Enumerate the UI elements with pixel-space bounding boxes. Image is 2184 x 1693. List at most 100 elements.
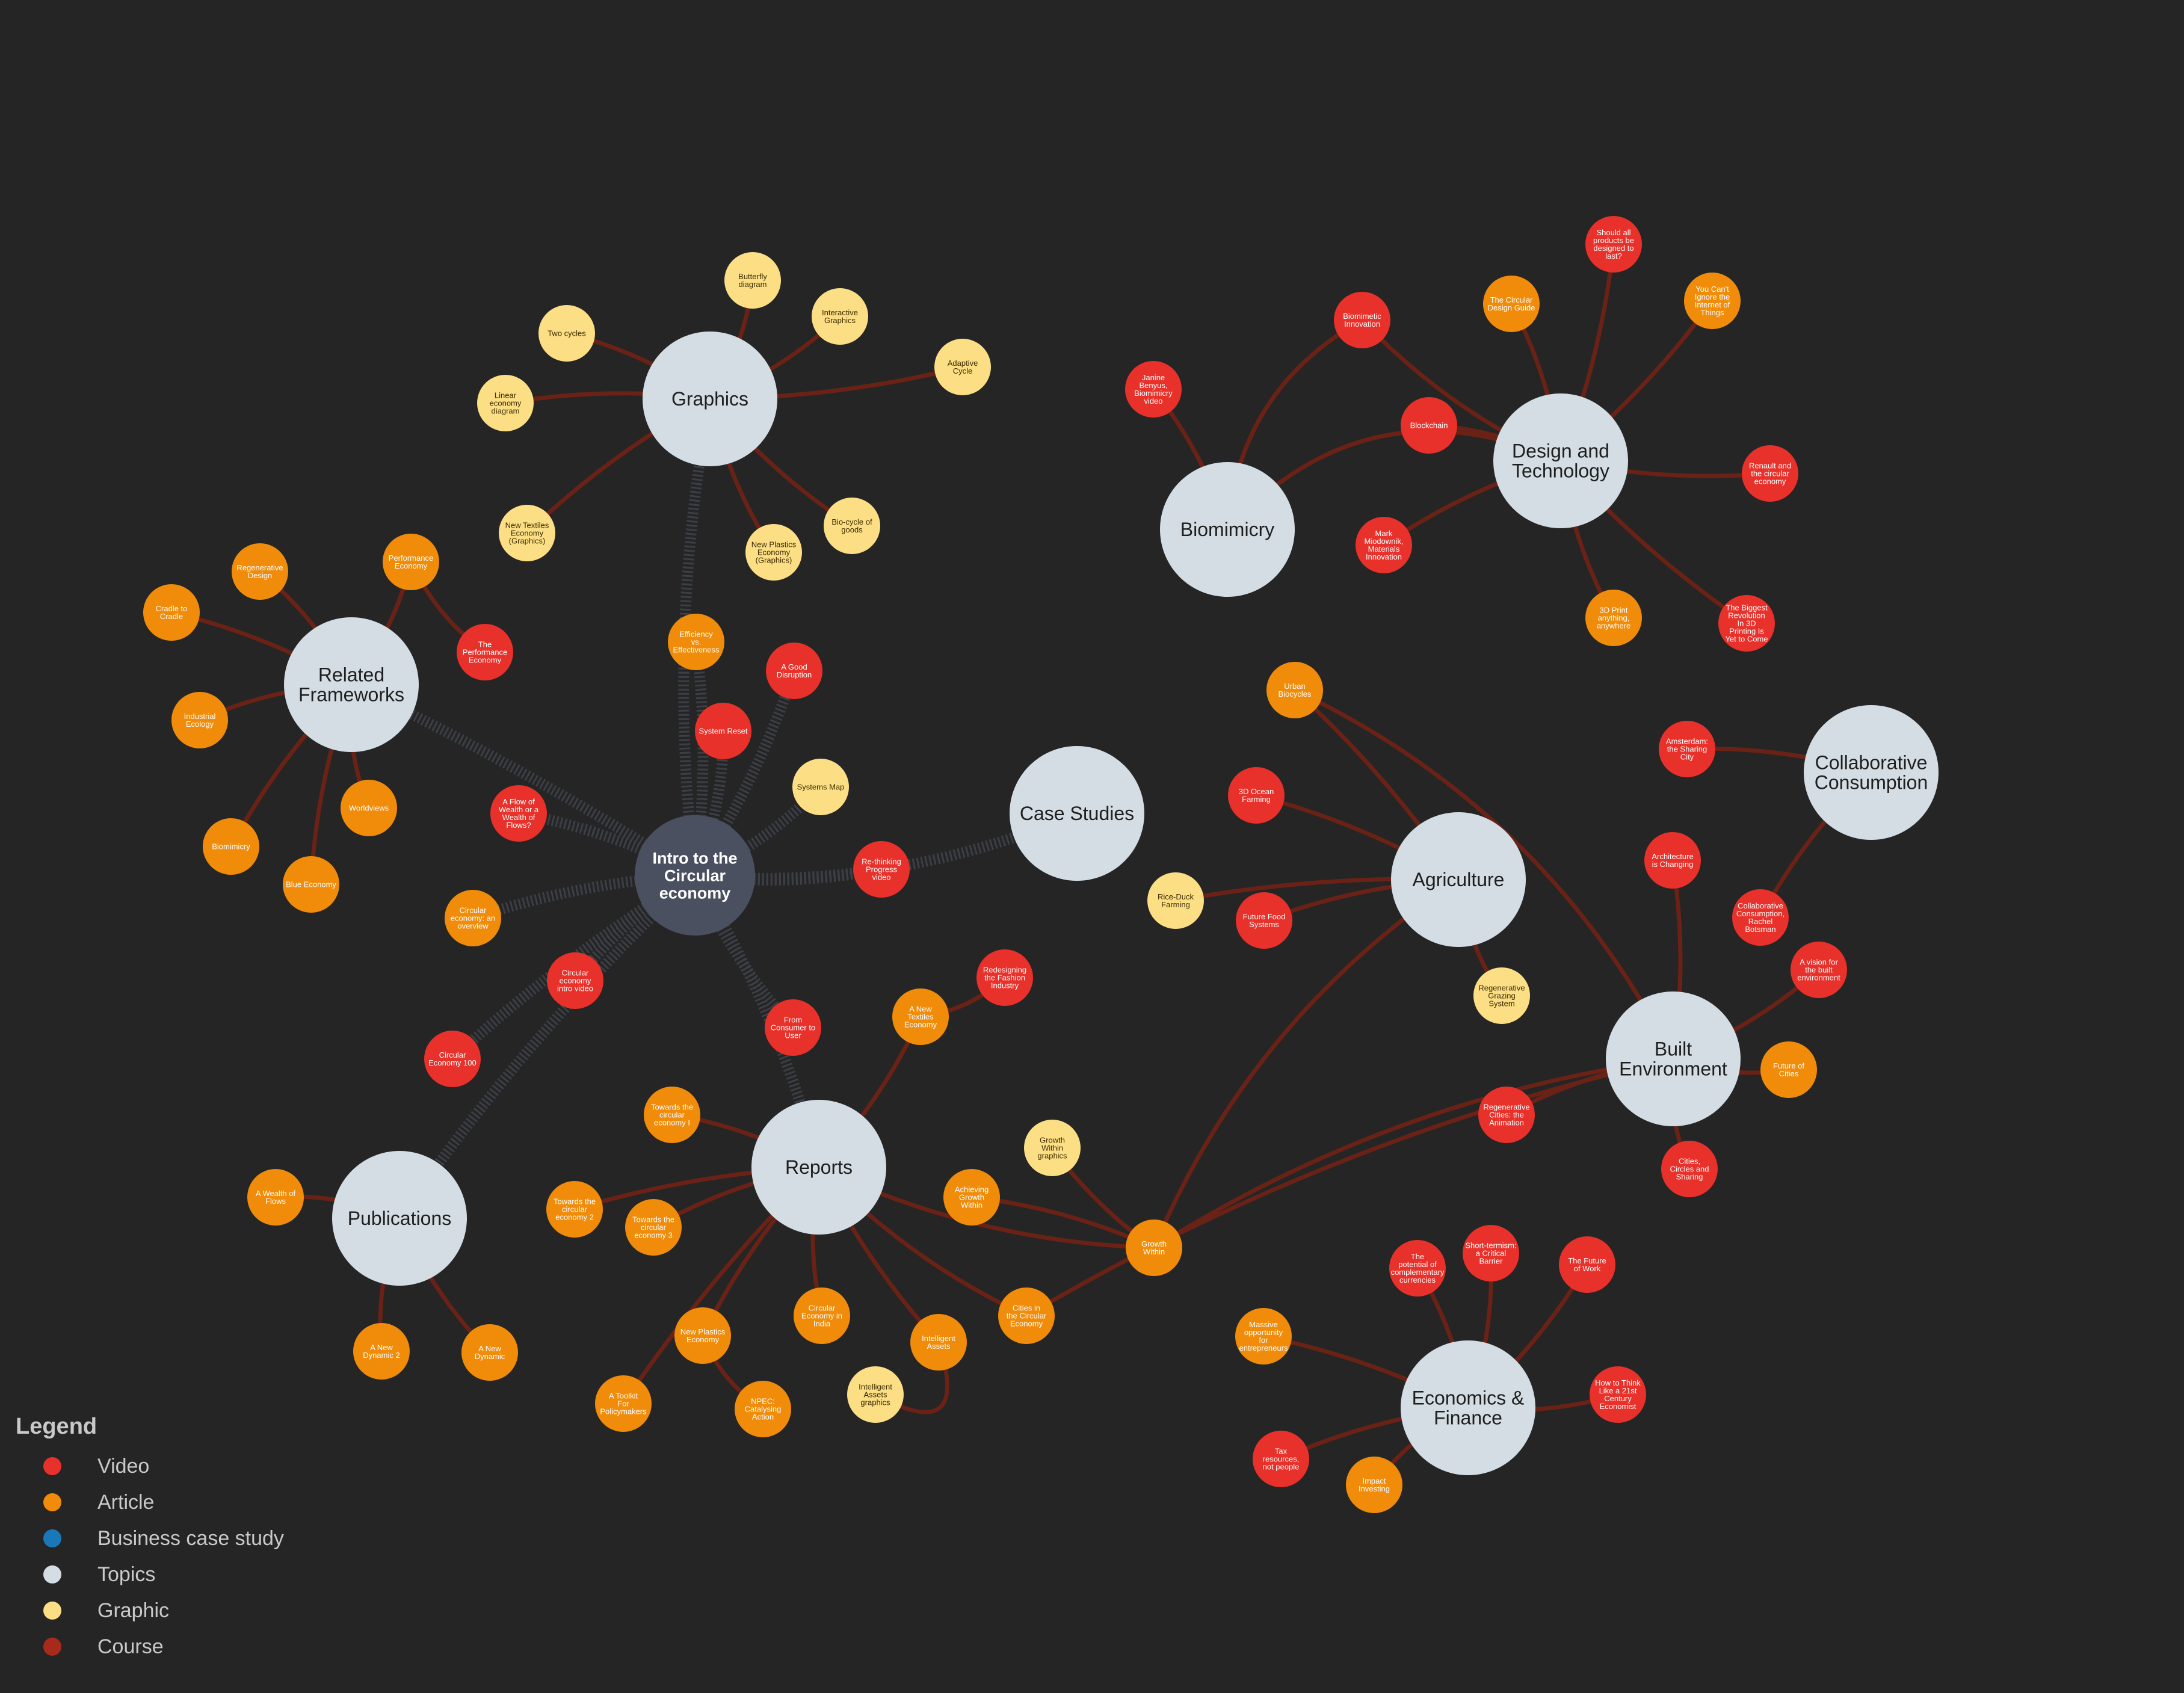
node-twocycles[interactable]: Two cycles bbox=[538, 305, 595, 362]
node-janine[interactable]: Janine Benyus, Biomimicry video bbox=[1125, 361, 1182, 418]
node-indeco[interactable]: Industrial Ecology bbox=[171, 692, 228, 748]
node-sysreset[interactable]: System Reset bbox=[695, 703, 751, 759]
node-renault[interactable]: Renault and the circular economy bbox=[1742, 445, 1798, 502]
node-blockchain[interactable]: Blockchain bbox=[1401, 397, 1457, 454]
node-design[interactable]: Design and Technology bbox=[1493, 393, 1628, 528]
node-impact[interactable]: Impact Investing bbox=[1346, 1457, 1402, 1513]
node-futurefood[interactable]: Future Food Systems bbox=[1236, 892, 1292, 949]
node-built[interactable]: Built Environment bbox=[1606, 991, 1741, 1126]
node-growthwithin[interactable]: Growth Within bbox=[1126, 1220, 1182, 1276]
node-regengraz[interactable]: Regenerative Grazing System bbox=[1473, 967, 1530, 1024]
node-ce100[interactable]: Circular Economy 100 bbox=[424, 1031, 481, 1087]
node-massive[interactable]: Massive opportunity for entrepreneurs bbox=[1235, 1308, 1292, 1365]
graphic-circle bbox=[824, 498, 880, 554]
node-ntg[interactable]: New Textiles Economy (Graphics) bbox=[499, 505, 555, 561]
node-biomim_a[interactable]: Biomimicry bbox=[203, 818, 259, 875]
node-taxres[interactable]: Tax resources, not people bbox=[1253, 1431, 1309, 1487]
node-newplastics[interactable]: New Plastics Economy bbox=[674, 1307, 731, 1364]
node-npg[interactable]: New Plastics Economy (Graphics) bbox=[745, 524, 802, 581]
node-gooddis[interactable]: A Good Disruption bbox=[766, 643, 822, 699]
node-ignore[interactable]: You Can't Ignore the Internet of Things bbox=[1684, 273, 1741, 329]
topics-circle bbox=[1401, 1340, 1535, 1475]
node-towards1[interactable]: Towards the circular economy I bbox=[644, 1087, 700, 1143]
node-potential[interactable]: The potential of complementary currencies bbox=[1389, 1240, 1446, 1297]
node-citiesce[interactable]: Cities in the Circular Economy bbox=[998, 1287, 1055, 1344]
node-biggest[interactable]: The Biggest Revolution In 3D Printing Is Yet… bbox=[1718, 595, 1775, 652]
node-achieving[interactable]: Achieving Growth Within bbox=[943, 1169, 1000, 1226]
node-redesign[interactable]: Redesigning the Fashion Industry bbox=[976, 949, 1033, 1006]
node-related[interactable]: Related Frameworks bbox=[284, 617, 419, 752]
node-avision[interactable]: A vision for the built environment bbox=[1791, 942, 1847, 998]
node-urbanbio[interactable]: Urban Biocycles bbox=[1266, 662, 1323, 718]
node-regen[interactable]: Regenerative Design bbox=[232, 543, 288, 600]
node-interactive[interactable]: Interactive Graphics bbox=[812, 288, 868, 345]
node-circdesign[interactable]: The Circular Design Guide bbox=[1483, 276, 1540, 332]
node-amsterdam[interactable]: Amsterdam: the Sharing City bbox=[1659, 721, 1715, 777]
node-shouldall[interactable]: Should all products be designed to last? bbox=[1585, 216, 1642, 273]
node-iagraphics[interactable]: Intelligent Assets graphics bbox=[847, 1366, 904, 1423]
node-fromcons[interactable]: From Consumer to User bbox=[765, 999, 821, 1056]
node-flowwealth[interactable]: A Flow of Wealth or a Wealth of Flows? bbox=[490, 785, 547, 842]
node-gwgraphics[interactable]: Growth Within graphics bbox=[1024, 1120, 1081, 1176]
legend-item-business-case-study: Business case study bbox=[16, 1520, 284, 1556]
node-sysmap[interactable]: Systems Map bbox=[792, 759, 849, 815]
node-case[interactable]: Case Studies bbox=[1010, 746, 1144, 881]
node-publications[interactable]: Publications bbox=[332, 1151, 467, 1286]
node-efficiency[interactable]: Efficiency vs. Effectiveness bbox=[668, 614, 724, 670]
node-label: You Can't Ignore the Internet of Things bbox=[1695, 285, 1730, 317]
node-intassets[interactable]: Intelligent Assets bbox=[910, 1314, 967, 1371]
node-towards2[interactable]: Towards the circular economy 2 bbox=[546, 1181, 603, 1238]
node-shortterm[interactable]: Short-termism: a Critical Barrier bbox=[1463, 1225, 1519, 1281]
node-ceoverview[interactable]: Circular economy: an overview bbox=[445, 890, 501, 946]
node-perfecon[interactable]: Performance Economy bbox=[383, 534, 439, 590]
node-biomiminn[interactable]: Biomimetic Innovation bbox=[1334, 292, 1390, 348]
node-anewdyn[interactable]: A New Dynamic 2 bbox=[353, 1323, 410, 1380]
node-rethinking[interactable]: Re-thinking Progress video bbox=[853, 841, 910, 898]
node-graphics[interactable]: Graphics bbox=[643, 332, 777, 466]
node-ceindia[interactable]: Circular Economy in India bbox=[794, 1287, 850, 1344]
node-ocean3d[interactable]: 3D Ocean Farming bbox=[1228, 767, 1285, 824]
node-theperf[interactable]: The Performance Economy bbox=[457, 624, 513, 680]
node-blueeco[interactable]: Blue Economy bbox=[283, 856, 339, 913]
video-circle bbox=[1659, 721, 1715, 777]
graphic-circle bbox=[745, 524, 802, 581]
article-circle bbox=[794, 1287, 850, 1344]
node-citiescircles[interactable]: Cities, Circles and Sharing bbox=[1661, 1141, 1718, 1197]
node-riceduck[interactable]: Rice-Duck Farming bbox=[1147, 872, 1204, 929]
node-toolkit[interactable]: A Toolkit For Policymakers bbox=[595, 1375, 652, 1432]
node-label: New Plastics Economy (Graphics) bbox=[751, 540, 797, 565]
node-label: Cradle to Cradle bbox=[156, 604, 188, 621]
node-linear[interactable]: Linear economy diagram bbox=[477, 375, 534, 431]
node-print3d[interactable]: 3D Print anything, anywhere bbox=[1585, 590, 1642, 646]
node-biomimicry[interactable]: Biomimicry bbox=[1160, 462, 1295, 597]
node-biocycle[interactable]: Bio-cycle of goods bbox=[824, 498, 880, 554]
node-label: How to Think Like a 21st Century Economist bbox=[1595, 1378, 1641, 1411]
node-futurework[interactable]: The Future of Work bbox=[1559, 1236, 1615, 1293]
node-howtothink[interactable]: How to Think Like a 21st Century Economist bbox=[1590, 1366, 1646, 1423]
node-futcities[interactable]: Future of Cities bbox=[1760, 1041, 1817, 1098]
node-npec[interactable]: NPEC: Catalysing Action bbox=[735, 1381, 791, 1437]
node-collabrachel[interactable]: Collaborative Consumption, Rachel Botsman bbox=[1732, 889, 1789, 946]
node-ceintro[interactable]: Circular economy intro video bbox=[547, 952, 603, 1009]
article-circle bbox=[1760, 1041, 1817, 1098]
node-archchanging[interactable]: Architecture is Changing bbox=[1644, 832, 1701, 889]
node-econ[interactable]: Economics & Finance bbox=[1401, 1340, 1535, 1475]
video-circle bbox=[1585, 216, 1642, 273]
node-agriculture[interactable]: Agriculture bbox=[1391, 812, 1526, 947]
node-collab[interactable]: Collaborative Consumption bbox=[1804, 705, 1939, 840]
node-intro[interactable]: Intro to the Circular economy bbox=[635, 815, 755, 936]
node-adaptive[interactable]: Adaptive Cycle bbox=[934, 339, 991, 395]
node-reports[interactable]: Reports bbox=[751, 1100, 886, 1235]
node-label: Economics & Finance bbox=[1412, 1387, 1525, 1429]
node-butterfly[interactable]: Butterfly diagram bbox=[724, 252, 781, 309]
node-cradle[interactable]: Cradle to Cradle bbox=[143, 584, 200, 641]
node-anewdyn1[interactable]: A New Dynamic bbox=[461, 1324, 518, 1381]
node-awealth[interactable]: A Wealth of Flows bbox=[247, 1169, 304, 1226]
node-newtext[interactable]: A New Textiles Economy bbox=[892, 988, 949, 1045]
node-regencities[interactable]: Regenerative Cities: the Animation bbox=[1478, 1087, 1535, 1143]
node-label: Mark Miodownik, Materials Innovation bbox=[1364, 529, 1403, 561]
node-markm[interactable]: Mark Miodownik, Materials Innovation bbox=[1356, 517, 1412, 573]
node-label: Adaptive Cycle bbox=[948, 359, 978, 375]
node-worldviews[interactable]: Worldviews bbox=[341, 780, 397, 836]
node-towards3[interactable]: Towards the circular economy 3 bbox=[625, 1199, 682, 1256]
